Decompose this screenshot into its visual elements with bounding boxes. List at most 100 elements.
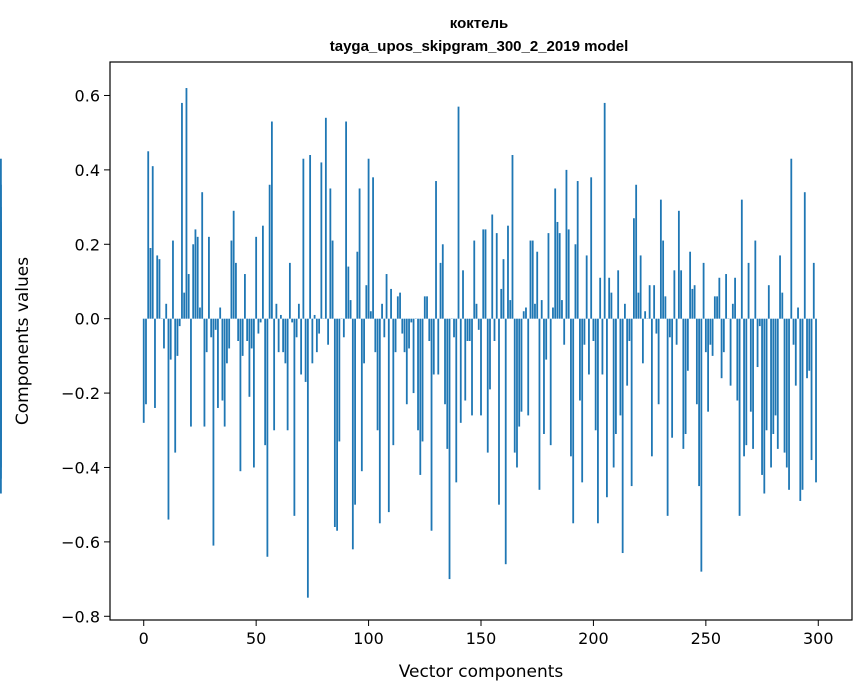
bar xyxy=(668,318,671,338)
bar xyxy=(536,251,539,319)
bar xyxy=(264,318,267,446)
bar xyxy=(630,318,633,487)
bar xyxy=(601,318,604,375)
bar xyxy=(311,318,314,364)
bar xyxy=(457,106,460,319)
y-tick-label: −0.8 xyxy=(61,607,100,626)
bar xyxy=(194,229,197,319)
bar xyxy=(758,318,761,327)
bar xyxy=(659,199,662,319)
bar xyxy=(713,296,716,319)
bar xyxy=(493,318,496,341)
bar xyxy=(221,318,224,401)
bar xyxy=(172,240,174,319)
bar xyxy=(412,318,415,394)
bar xyxy=(662,240,665,319)
bar xyxy=(691,288,694,319)
x-axis-label: Vector components xyxy=(399,662,564,682)
bar xyxy=(295,318,298,338)
bar xyxy=(812,262,815,319)
bar xyxy=(522,311,525,319)
bar xyxy=(603,102,606,319)
bar xyxy=(806,318,808,379)
bar xyxy=(356,251,359,319)
bar xyxy=(347,266,350,319)
bar xyxy=(358,188,361,319)
bar xyxy=(471,318,473,416)
bar xyxy=(650,318,653,457)
bar xyxy=(385,274,388,319)
bar xyxy=(403,318,406,353)
bar xyxy=(453,318,455,338)
bar xyxy=(558,233,561,319)
bar xyxy=(689,251,692,319)
bar xyxy=(716,296,718,319)
bar xyxy=(0,318,2,382)
bar xyxy=(507,225,509,319)
bar xyxy=(581,318,584,483)
bar xyxy=(363,318,365,364)
bar xyxy=(369,311,372,319)
bar xyxy=(230,240,233,319)
x-axis: 0 50 100 150 200 250 300 xyxy=(139,620,834,648)
bar xyxy=(619,318,622,416)
y-tick-label: 0.6 xyxy=(75,86,100,105)
bar xyxy=(803,192,806,319)
bar xyxy=(776,318,779,449)
bar xyxy=(282,318,285,353)
bar xyxy=(648,285,651,319)
bar xyxy=(790,158,793,319)
bar xyxy=(666,318,669,516)
bar xyxy=(392,318,395,446)
bar xyxy=(266,318,269,557)
bar xyxy=(615,318,617,434)
bar xyxy=(504,318,507,565)
bar xyxy=(156,255,159,319)
bar xyxy=(525,307,527,319)
bar xyxy=(270,121,273,319)
bar xyxy=(774,318,777,416)
bar xyxy=(520,318,523,412)
bar xyxy=(711,318,714,356)
bar xyxy=(151,166,154,319)
bar xyxy=(459,318,462,423)
bar xyxy=(671,318,674,438)
x-tick-label: 250 xyxy=(691,629,722,648)
bar xyxy=(309,155,312,319)
bar xyxy=(329,188,332,319)
bar xyxy=(664,296,667,319)
bar xyxy=(253,318,255,468)
bar xyxy=(565,169,568,319)
bar xyxy=(190,318,192,427)
bar xyxy=(435,181,437,319)
bar xyxy=(396,296,399,319)
bar xyxy=(336,318,338,531)
bar xyxy=(702,262,705,319)
bar xyxy=(351,318,354,550)
bar xyxy=(372,177,374,319)
bar xyxy=(268,184,271,319)
bar xyxy=(315,318,318,353)
bar xyxy=(747,262,750,319)
bar xyxy=(167,318,170,520)
bar xyxy=(455,318,458,483)
bar xyxy=(495,233,498,319)
bar xyxy=(583,318,586,345)
bar xyxy=(178,318,181,327)
bar xyxy=(338,318,341,442)
bar xyxy=(318,318,321,334)
bar xyxy=(722,318,725,353)
bar xyxy=(626,318,629,386)
bar xyxy=(756,318,759,368)
bar xyxy=(792,318,795,345)
bar xyxy=(214,318,217,330)
bar xyxy=(185,88,188,319)
bar xyxy=(302,158,305,319)
y-tick-label: −0.4 xyxy=(61,458,100,477)
bar xyxy=(464,318,467,401)
bar xyxy=(401,318,404,334)
bar xyxy=(767,285,770,319)
bar xyxy=(239,318,242,472)
bar xyxy=(543,318,545,434)
y-tick-label: −0.6 xyxy=(61,533,100,552)
